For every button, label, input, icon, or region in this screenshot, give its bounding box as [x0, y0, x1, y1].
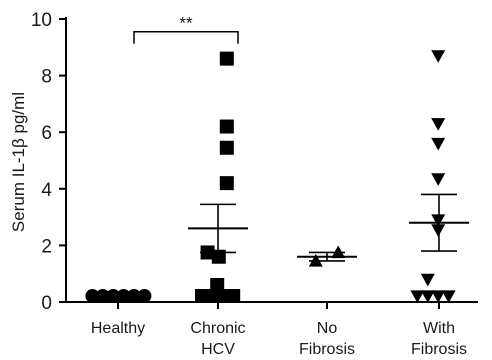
- x-tick-label: Healthy: [91, 320, 145, 337]
- data-point: [116, 289, 131, 303]
- data-point: [431, 137, 446, 151]
- y-tick-label: 2: [41, 236, 52, 257]
- data-point: [200, 245, 215, 260]
- data-point: [219, 119, 234, 134]
- data-point: [106, 289, 121, 303]
- x-tick-label: With: [423, 320, 455, 337]
- x-tick-label: Fibrosis: [299, 341, 355, 358]
- y-tick-label: 8: [41, 67, 52, 88]
- data-point: [95, 289, 110, 303]
- y-tick-label: 6: [41, 123, 52, 144]
- data-point: [210, 278, 225, 293]
- significance-bracket: [133, 30, 239, 44]
- data-point: [85, 289, 100, 303]
- data-points: [85, 50, 456, 303]
- data-point: [410, 290, 425, 303]
- x-axis-labels: Healthy Chronic HCV No Fibrosis With Fibrosis: [91, 302, 467, 358]
- data-point: [420, 290, 435, 303]
- data-point: [431, 214, 446, 227]
- y-tick-label: 10: [31, 10, 52, 31]
- data-point: [137, 289, 152, 303]
- x-tick-label: Fibrosis: [411, 341, 467, 358]
- axes: [65, 17, 478, 303]
- error-bars: [88, 193, 469, 303]
- y-tick-label: 4: [41, 180, 52, 201]
- data-point: [219, 140, 234, 155]
- data-point: [431, 173, 446, 186]
- significance-annotations: **: [133, 14, 239, 44]
- y-axis-ticks: 0 2 4 6 8 10: [31, 10, 66, 314]
- x-tick-label: HCV: [201, 341, 235, 358]
- data-point: [127, 289, 141, 303]
- x-tick-label: No: [317, 320, 338, 337]
- data-point: [441, 290, 456, 303]
- significance-label: **: [179, 14, 193, 33]
- data-point: [431, 50, 446, 63]
- data-point: [211, 249, 226, 264]
- y-tick-label: 0: [41, 293, 52, 314]
- data-point: [226, 289, 241, 303]
- data-point: [431, 224, 446, 237]
- data-point: [420, 273, 435, 287]
- y-axis-label: Serum IL-1β pg/ml: [9, 92, 28, 232]
- data-point: [331, 245, 346, 259]
- data-point: [219, 176, 234, 191]
- data-point: [431, 118, 446, 131]
- x-tick-label: Chronic: [190, 320, 245, 337]
- data-point: [431, 290, 446, 303]
- data-point: [219, 51, 234, 66]
- data-point: [308, 253, 323, 267]
